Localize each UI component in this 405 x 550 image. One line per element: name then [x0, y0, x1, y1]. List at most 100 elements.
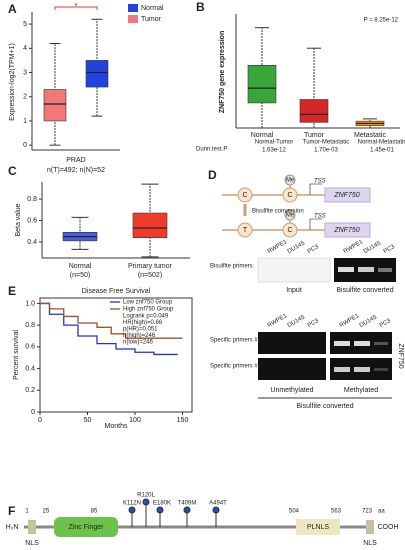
methylation-diagram [222, 174, 371, 238]
domain: Zinc Finger [68, 524, 104, 531]
position: 723 [362, 509, 373, 515]
legend-swatch [128, 15, 138, 23]
dunn-p: 1.63e-12 [262, 148, 286, 154]
y-tick-label: 0.6 [25, 344, 35, 351]
panel-label: A [8, 2, 17, 16]
y-tick-label: 1 [23, 118, 27, 125]
mutation: R120L [137, 493, 155, 499]
y-axis-label: Beta value [15, 203, 22, 236]
x-tick-label: 100 [129, 417, 141, 424]
y-tick-label: 2 [23, 94, 27, 101]
dunn-p: 1.70e-03 [314, 148, 338, 154]
legend-label: Tumor [141, 16, 162, 23]
y-tick-label: 3 [23, 69, 27, 76]
gel-label: Bisulfite converted [296, 403, 353, 410]
lane-label: DU145 [359, 314, 379, 329]
gene: ZNF750 [333, 227, 359, 234]
y-tick-label: 0.4 [27, 239, 37, 246]
y-tick-label: 5 [23, 21, 27, 28]
x-tick-label: Normal [251, 132, 274, 139]
y-axis-label: Percent survival [13, 330, 20, 380]
base: C [287, 227, 292, 234]
y-axis-label: ZNF750 gene expression [219, 31, 226, 113]
panel-label: E [8, 284, 16, 298]
unit: aa [378, 509, 385, 515]
survival-curve [40, 302, 178, 356]
panel-label: B [196, 0, 205, 14]
nls: NLS [25, 540, 39, 547]
gel-label: Methylated [344, 387, 378, 394]
gene: ZNF750 [333, 192, 359, 199]
lane-label: RWPE1 [267, 239, 289, 255]
lane-label: DU145 [287, 314, 307, 329]
lane-label: DU145 [287, 240, 307, 255]
primer-label: Specific primers #1 [210, 338, 262, 344]
panel-label: F [8, 504, 15, 518]
y-tick-label: 0.8 [25, 322, 35, 329]
gel-label: Input [286, 287, 302, 294]
gene: ZNF750 [397, 343, 404, 368]
tss: TSS [314, 214, 326, 220]
dunn-pair: Normal-Metastatic [358, 140, 405, 146]
dunn-p: 1.45e-01 [370, 148, 394, 154]
p-value: P = 8.25e-12 [364, 18, 399, 24]
dunn-pair: Tumor-Metastatic [303, 140, 349, 146]
x-tick-label: 50 [84, 417, 92, 424]
terminus: H₂N [6, 524, 19, 531]
x-tick-label: (n=502) [138, 272, 162, 279]
base: C [287, 192, 292, 199]
lane-label: PC3 [307, 318, 321, 329]
x-tick-label: Primary tumor [128, 263, 173, 270]
dunn-label: Dunn.test.P [196, 147, 227, 153]
panel-label: C [8, 164, 17, 178]
primer-label: Specific primers #2 [210, 364, 262, 370]
base: T [243, 227, 248, 234]
position: 504 [289, 509, 300, 515]
dunn-pair: Normal-Tumor [255, 140, 293, 146]
y-tick-label: 4 [23, 45, 27, 52]
nls: NLS [363, 540, 377, 547]
lane-label: PC3 [383, 244, 397, 255]
y-tick-label: 0.8 [27, 196, 37, 203]
mutation: E180K [153, 501, 171, 507]
box [247, 65, 277, 104]
legend-note: p(HR)=0.051 [123, 327, 158, 333]
box [132, 212, 168, 238]
legend-note: n(high)=246 [123, 333, 156, 339]
lane-label: PC3 [307, 244, 321, 255]
x-tick-label: 0 [38, 417, 42, 424]
lane-label: RWPE1 [267, 313, 289, 329]
tss: TSS [314, 179, 326, 185]
gel-label: Bisulfite converted [336, 287, 393, 294]
domain: PLNLS [307, 524, 330, 531]
terminus: COOH [378, 524, 399, 531]
lane-label: RWPE1 [339, 313, 361, 329]
survival-curve [40, 302, 183, 339]
x-tick-label: Metastatic [354, 132, 386, 139]
panel-label: D [208, 168, 217, 182]
significance: * [75, 3, 78, 10]
position: 25 [43, 509, 50, 515]
box [43, 89, 67, 122]
gel-label: Unmethylated [270, 387, 313, 394]
legend-label: High znf750 Group [123, 307, 174, 313]
y-tick-label: 0.2 [25, 387, 35, 394]
note: n(T)=492; n(N)=52 [47, 167, 105, 174]
plot-frame [39, 297, 193, 413]
legend-note: Logrank p=0.049 [123, 314, 169, 320]
y-tick-label: 1.0 [25, 300, 35, 307]
lane-label: DU145 [363, 240, 383, 255]
y-tick-label: 0 [31, 409, 35, 416]
methyl: Me [286, 213, 295, 219]
chart-title: Disease Free Survival [82, 288, 151, 295]
box [299, 99, 329, 123]
y-axis-label: Expression-log2(TPM+1) [9, 43, 16, 121]
gel-images [257, 257, 396, 399]
mutation: K112N [123, 501, 141, 507]
y-tick-label: 0.4 [25, 365, 35, 372]
y-tick-label: 0.6 [27, 217, 37, 224]
base: C [242, 192, 247, 199]
mutation: T409M [178, 501, 197, 507]
protein-diagram [24, 498, 374, 537]
lane-label: RWPE1 [343, 239, 365, 255]
